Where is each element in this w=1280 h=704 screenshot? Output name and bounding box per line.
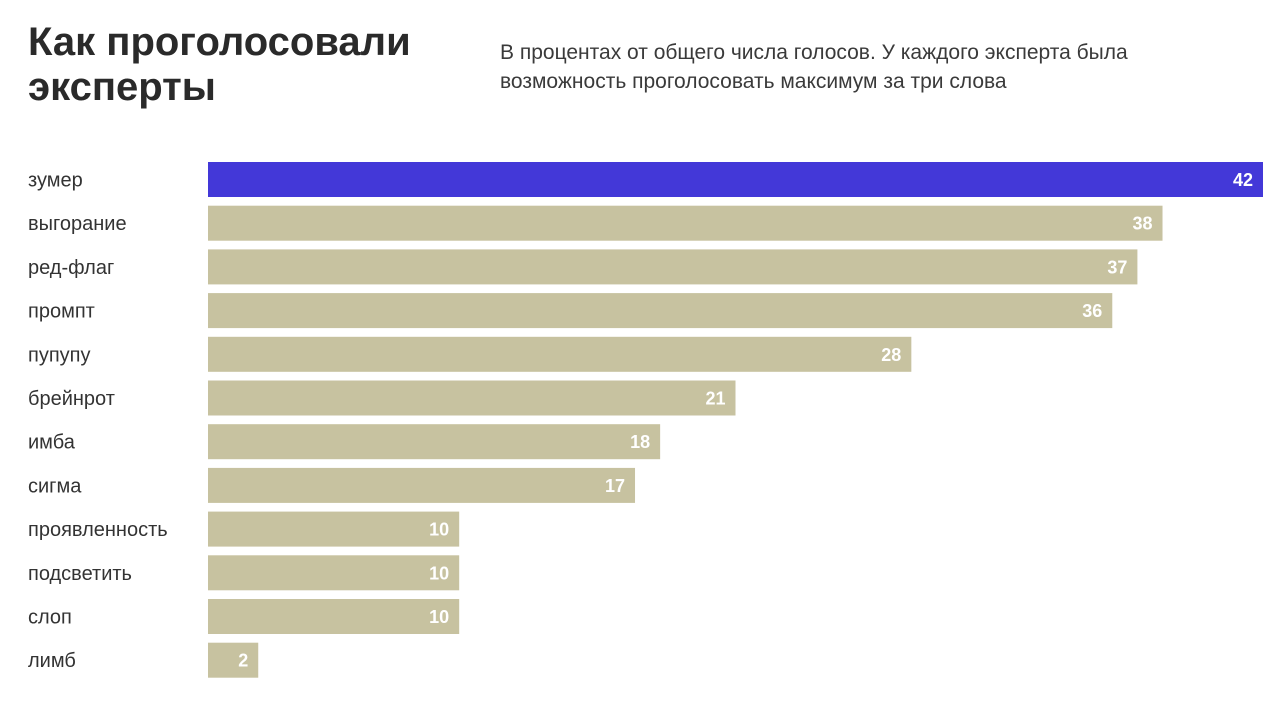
value-label: 17 [605, 476, 625, 496]
category-label: промпт [28, 301, 95, 323]
category-label: зумер [28, 170, 83, 192]
chart-title: Как проголосовали эксперты [28, 20, 411, 109]
bar [208, 467, 636, 503]
value-label: 10 [429, 563, 449, 583]
bar [208, 380, 736, 416]
bar [208, 249, 1138, 285]
value-label: 28 [881, 345, 901, 365]
category-label: подсветить [28, 563, 132, 585]
bar-chart-svg: зумер 42 выгорание 38 ред-флаг 37 промпт 36 пупу… [28, 162, 1263, 678]
value-label: 10 [429, 520, 449, 540]
value-label: 2 [238, 651, 248, 671]
category-label: сигма [28, 475, 82, 497]
value-label: 18 [630, 432, 650, 452]
bar [208, 162, 1263, 197]
value-label: 38 [1132, 214, 1152, 234]
category-label: имба [28, 432, 76, 454]
category-label: брейнрот [28, 388, 115, 410]
category-label: слоп [28, 607, 72, 629]
value-label: 37 [1107, 257, 1127, 277]
value-label: 21 [705, 389, 725, 409]
value-label: 10 [429, 607, 449, 627]
value-label: 42 [1233, 170, 1253, 190]
bar [208, 642, 259, 678]
category-label: выгорание [28, 213, 127, 235]
bar [208, 293, 1113, 329]
bar-chart: зумер 42 выгорание 38 ред-флаг 37 промпт 36 пупу… [0, 160, 1280, 686]
category-label: ред-флаг [28, 257, 114, 279]
bar [208, 599, 460, 634]
bar [208, 205, 1163, 241]
bar [208, 424, 661, 460]
category-label: пупупу [28, 344, 91, 366]
bar [208, 555, 460, 591]
chart-subtitle: В процентах от общего числа голосов. У к… [500, 41, 1128, 93]
bar [208, 511, 460, 547]
bar [208, 336, 912, 372]
value-label: 36 [1082, 301, 1102, 321]
category-label: проявленность [28, 519, 168, 541]
category-label: лимб [28, 650, 76, 672]
